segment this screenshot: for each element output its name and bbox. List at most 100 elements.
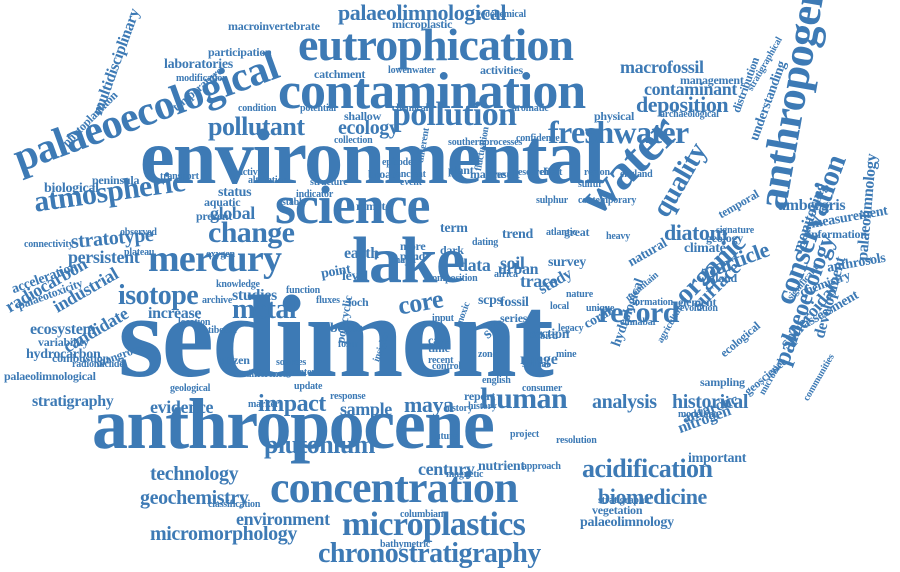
word-function: function xyxy=(286,285,320,296)
word-science: science xyxy=(275,175,430,235)
word-status: status xyxy=(218,185,252,200)
word-connectivity: connectivity xyxy=(24,239,74,250)
word-management: management xyxy=(680,73,744,87)
word-future: future xyxy=(432,431,458,442)
word-ecology: ecology xyxy=(338,117,399,139)
word-time: time xyxy=(428,341,450,355)
word-nature: nature xyxy=(566,289,593,300)
word-fluxes: fluxes xyxy=(316,295,340,306)
word-section: section xyxy=(530,327,570,342)
word-observed: observed xyxy=(120,227,157,238)
word-impact: impact xyxy=(258,391,326,417)
word-knowledge: knowledge xyxy=(216,279,260,290)
word-bird: bird xyxy=(540,331,558,342)
word-analysis: analysis xyxy=(592,391,657,413)
word-physical: physical xyxy=(594,109,635,123)
word-radionuclide: radionuclide xyxy=(72,359,124,370)
word-historical: historical xyxy=(672,391,748,413)
word-climate: climate xyxy=(684,241,726,256)
word-caye: caye xyxy=(428,333,450,347)
word-condition: condition xyxy=(238,103,277,114)
word-ancient: ancient xyxy=(396,169,426,180)
word-remote: remote xyxy=(356,199,391,213)
word-term: term xyxy=(440,221,468,236)
word-sample: sample xyxy=(340,399,392,419)
word-level: level xyxy=(342,269,368,284)
word-micromorphology: micromorphology xyxy=(150,523,297,545)
word-greater: greater xyxy=(286,367,316,378)
word-ambergris: ambergris xyxy=(778,197,846,214)
word-studies: studies xyxy=(232,287,277,304)
word-change: change xyxy=(208,216,295,249)
word-input: input xyxy=(432,313,454,324)
word-present: present xyxy=(196,209,233,223)
word-variability: variability xyxy=(38,335,89,349)
word-environment: environment xyxy=(236,509,330,529)
word-pollutant: pollutant xyxy=(208,112,305,141)
word-participation: participation xyxy=(208,45,272,59)
word-more: more xyxy=(400,239,426,253)
word-vegetation: vegetation xyxy=(592,503,643,517)
word-range: range xyxy=(520,351,558,368)
word-event: event xyxy=(400,177,422,188)
word-revolution: revolution xyxy=(676,303,718,314)
word-series: series xyxy=(500,311,528,325)
word-freshwater: freshwater xyxy=(548,114,689,150)
word-palaeolimnological: palaeolimnological xyxy=(4,369,96,383)
word-macrofossil: macrofossil xyxy=(620,57,704,77)
word-stratigraphy: stratigraphy xyxy=(32,393,114,410)
word-form: form xyxy=(338,339,359,350)
word-concentration: concentration xyxy=(270,463,519,512)
word-recent: recent xyxy=(428,355,454,366)
word-eutrophication: eutrophication xyxy=(298,19,574,70)
word-structure: structure xyxy=(310,177,348,188)
word-approach: approach xyxy=(522,461,561,472)
word-laboratories: laboratories xyxy=(164,57,233,72)
word-differences: differences xyxy=(246,369,291,380)
word-effect: effect xyxy=(540,167,563,178)
word-result: result xyxy=(492,167,520,181)
word-region: region xyxy=(584,167,610,178)
word-history: history xyxy=(468,401,497,412)
word-earth: earth xyxy=(344,245,379,262)
word-combustion: combustion xyxy=(52,351,109,365)
word-english: english xyxy=(482,375,511,386)
word-geology: geology xyxy=(706,231,743,245)
word-acidification: acidification xyxy=(582,454,713,483)
word-bathymetric: bathymetric xyxy=(380,539,431,550)
word-citizen: citizen xyxy=(218,353,250,367)
word-metal: metal xyxy=(232,294,297,325)
word-dating: dating xyxy=(472,237,499,248)
word-activities: activities xyxy=(480,63,523,77)
word-contamination: contamination xyxy=(278,63,586,120)
word-signature: signature xyxy=(716,225,755,236)
word-diatom: diatom xyxy=(664,220,728,245)
word-microplastics: microplastics xyxy=(342,506,526,543)
word-report: report xyxy=(464,389,495,403)
word-ecological: ecological xyxy=(717,318,763,360)
word-collection: collection xyxy=(334,135,373,146)
word-important: important xyxy=(688,451,747,466)
word-sampling: sampling xyxy=(700,375,745,389)
word-belize: belize xyxy=(330,321,363,336)
word-control: control xyxy=(432,361,461,372)
word-ecosystem: ecosystem xyxy=(30,321,96,338)
word-record: record xyxy=(598,296,679,329)
word-heavy: heavy xyxy=(606,231,631,242)
word-stable: stable xyxy=(282,197,306,208)
word-oxygen: oxygen xyxy=(206,249,235,260)
word-isotope: isotope xyxy=(118,280,199,311)
word-cinnabar: cinnabar xyxy=(620,317,657,328)
word-mine: mine xyxy=(556,349,577,360)
word-environmental: environmental xyxy=(140,113,605,200)
word-processes: processes xyxy=(484,137,523,148)
word-chemical: chemical xyxy=(392,103,429,114)
word-pond: pond xyxy=(400,249,426,263)
word-resolution: resolution xyxy=(556,435,597,446)
word-chronostratigraphy: chronostratigraphy xyxy=(318,538,541,569)
word-plutonium: plutonium xyxy=(264,430,375,459)
word-dark: dark xyxy=(440,243,464,257)
word-spatial: spatial xyxy=(522,359,549,370)
word-soil: soil xyxy=(500,253,525,273)
